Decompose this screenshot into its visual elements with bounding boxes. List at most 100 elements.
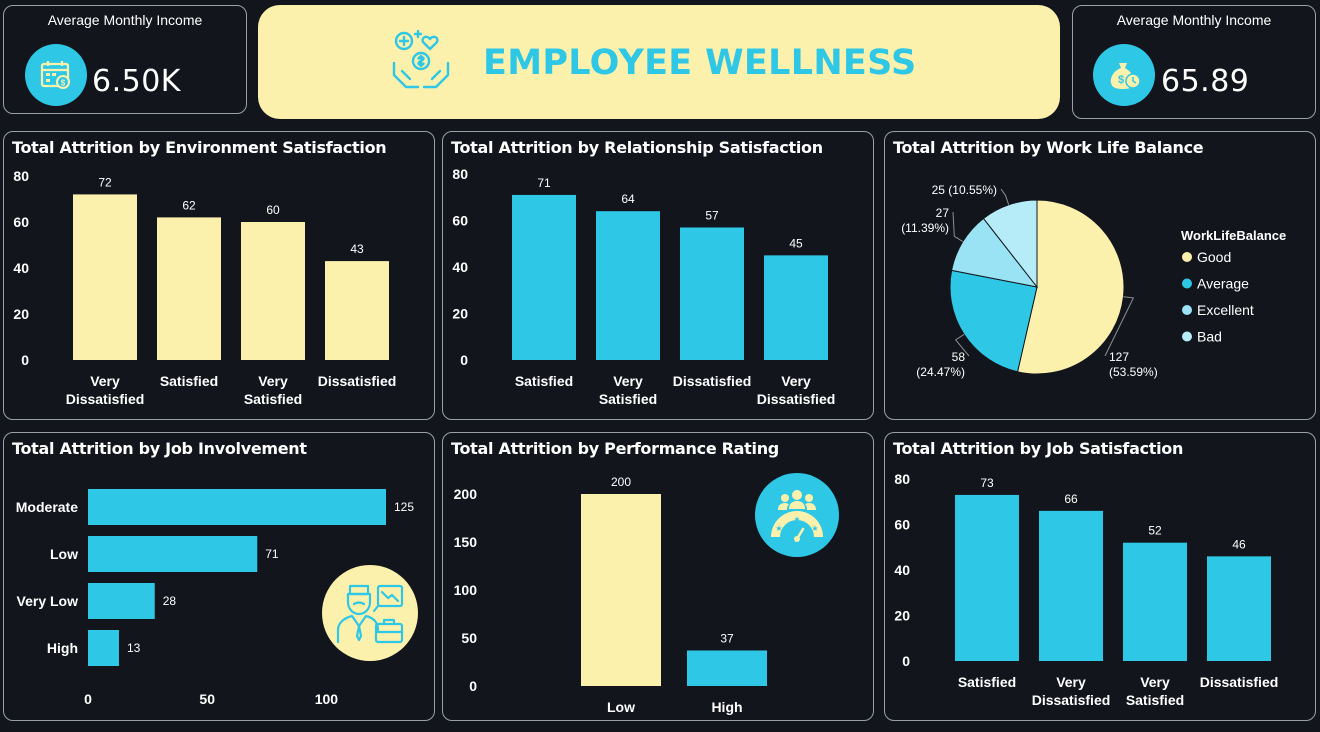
bar — [581, 494, 661, 686]
chart-card-environment-satisfaction: Total Attrition by Environment Satisfact… — [3, 131, 435, 420]
svg-text:$: $ — [1118, 74, 1124, 86]
x-tick-label: Dissatisfied — [673, 373, 752, 389]
y-tick-label: 80 — [13, 168, 29, 184]
y-tick-label: 60 — [13, 214, 29, 230]
y-tick-label: Low — [50, 546, 78, 562]
legend-item: Bad — [1197, 329, 1222, 345]
bar — [88, 536, 257, 572]
data-label: 43 — [350, 242, 364, 256]
wellness-hands-icon — [388, 27, 454, 95]
bar — [325, 261, 389, 360]
data-label-percent: (11.39%) — [901, 221, 949, 235]
y-tick-label: 100 — [454, 582, 478, 598]
bar — [512, 195, 576, 360]
y-tick-label: High — [47, 640, 78, 656]
chart-card-relationship-satisfaction: Total Attrition by Relationship Satisfac… — [442, 131, 874, 420]
worried-employee-icon — [322, 565, 418, 661]
data-label: 13 — [127, 641, 141, 655]
calendar-money-icon: $ — [25, 44, 87, 106]
bar — [596, 211, 660, 360]
bar — [88, 630, 119, 666]
y-tick-label: 20 — [452, 306, 468, 322]
legend-marker — [1182, 332, 1192, 342]
x-tick-label: Very — [1140, 674, 1170, 690]
y-tick-label: 200 — [454, 486, 478, 502]
chart-job-satisfaction: 0 20 40 60 80 73 Satisfied 66 Very Dissatisfied 52… — [885, 433, 1317, 722]
x-tick-label: Satisfied — [1126, 692, 1184, 708]
money-bag-clock-icon: $ — [1093, 44, 1155, 106]
x-tick-label: Satisfied — [599, 391, 657, 407]
svg-text:★: ★ — [775, 524, 782, 533]
legend-title: WorkLifeBalance — [1181, 228, 1286, 243]
team-rating-icon: ★ ★ ★ — [755, 473, 839, 557]
bar — [680, 227, 744, 360]
y-tick-label: 0 — [21, 352, 29, 368]
chart-card-job-involvement: Total Attrition by Job Involvement 125 Mo… — [3, 432, 435, 721]
leader-line — [1001, 189, 1009, 205]
bar — [241, 222, 305, 360]
x-tick-label: Satisfied — [515, 373, 573, 389]
y-tick-label: 40 — [13, 260, 29, 276]
y-tick-label: 20 — [894, 608, 910, 624]
data-label: 64 — [621, 192, 635, 206]
data-label: 46 — [1232, 537, 1246, 551]
x-tick-label: Dissatisfied — [1032, 692, 1111, 708]
legend-marker — [1182, 305, 1192, 315]
legend-marker — [1182, 279, 1192, 289]
chart-relationship-satisfaction: 0 20 40 60 80 71 Satisfied 64 Very Satisfied 57 Dis… — [443, 132, 875, 421]
bar — [1207, 556, 1271, 661]
chart-card-performance-rating: Total Attrition by Performance Rating 0 5… — [442, 432, 874, 721]
x-tick-label: Satisfied — [244, 391, 302, 407]
kpi-value: 65.89 — [1161, 64, 1249, 99]
y-tick-label: 40 — [452, 259, 468, 275]
x-tick-label: Satisfied — [160, 373, 218, 389]
data-label: 127 — [1109, 350, 1129, 364]
data-label: 37 — [720, 631, 734, 645]
data-label: 57 — [705, 208, 719, 222]
data-label: 73 — [980, 476, 994, 490]
y-tick-label: 50 — [461, 630, 477, 646]
data-label: 71 — [265, 547, 279, 561]
legend-item: Average — [1197, 276, 1249, 292]
chart-work-life-balance: 127(53.59%) 58(24.47%) 27(11.39%) 25 (10.55… — [885, 132, 1317, 421]
x-tick-label: 100 — [315, 691, 339, 707]
legend-item: Good — [1197, 249, 1231, 265]
kpi-label: Average Monthly Income — [4, 12, 246, 28]
data-label-percent: (24.47%) — [916, 365, 965, 379]
chart-card-work-life-balance: Total Attrition by Work Life Balance 127… — [884, 131, 1316, 420]
data-label: 125 — [394, 500, 414, 514]
kpi-value: 6.50K — [92, 64, 181, 99]
leader-line — [953, 212, 963, 242]
x-tick-label: Dissatisfied — [757, 391, 836, 407]
x-tick-label: Very — [258, 373, 288, 389]
y-tick-label: 60 — [452, 213, 468, 229]
y-tick-label: Very Low — [17, 593, 79, 609]
y-tick-label: 0 — [469, 678, 477, 694]
x-tick-label: Very — [781, 373, 811, 389]
bar — [157, 217, 221, 360]
kpi-card-left: Average Monthly Income $ 6.50K — [3, 5, 247, 114]
data-label: 60 — [266, 203, 280, 217]
x-tick-label: High — [711, 699, 742, 715]
data-label: 62 — [182, 198, 196, 212]
bar — [1123, 543, 1187, 661]
x-tick-label: 50 — [199, 691, 215, 707]
kpi-card-right: Average Monthly Income $ 65.89 — [1072, 5, 1316, 119]
y-tick-label: 60 — [894, 517, 910, 533]
x-tick-label: Dissatisfied — [318, 373, 397, 389]
title-banner: EMPLOYEE WELLNESS — [258, 5, 1060, 119]
bar — [687, 650, 767, 686]
y-tick-label: 80 — [452, 166, 468, 182]
bar — [73, 194, 137, 360]
dashboard-title: EMPLOYEE WELLNESS — [483, 43, 917, 83]
kpi-label: Average Monthly Income — [1073, 12, 1315, 28]
bar — [88, 489, 386, 525]
data-label: 200 — [611, 475, 631, 489]
legend-item: Excellent — [1197, 302, 1254, 318]
x-tick-label: Very — [613, 373, 643, 389]
y-tick-label: 0 — [460, 352, 468, 368]
svg-text:$: $ — [61, 79, 66, 88]
data-label: 27 — [936, 206, 950, 220]
x-tick-label: Very — [1056, 674, 1086, 690]
x-tick-label: Satisfied — [958, 674, 1016, 690]
